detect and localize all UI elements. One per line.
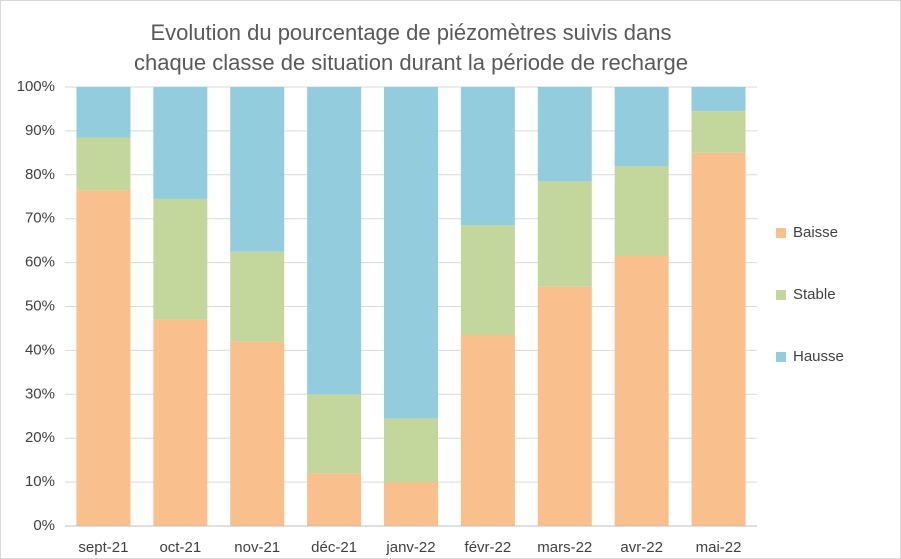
bar-segment	[537, 286, 592, 526]
bar-segment	[384, 418, 438, 483]
x-tick-label: sept-21	[78, 539, 128, 556]
bar-segment	[384, 87, 438, 419]
y-tick-label: 100%	[17, 78, 55, 95]
bar-segment	[537, 87, 592, 182]
legend-swatch	[776, 352, 786, 362]
bar-segment	[230, 341, 285, 526]
x-tick-label: nov-21	[234, 539, 280, 556]
x-tick-label: janv-22	[385, 539, 435, 556]
x-tick-label: mars-22	[537, 539, 592, 556]
legend-label: Baisse	[793, 224, 838, 241]
bar-segment	[230, 87, 285, 252]
y-tick-label: 70%	[25, 210, 55, 227]
bar-segment	[614, 166, 669, 257]
y-tick-label: 10%	[25, 473, 55, 490]
y-tick-label: 0%	[33, 517, 55, 534]
legend-label: Stable	[793, 286, 836, 303]
bar-segment	[76, 190, 131, 527]
y-tick-label: 20%	[25, 429, 55, 446]
legend-label: Hausse	[793, 348, 844, 365]
bar-segment	[307, 394, 362, 474]
bar-segment	[691, 152, 746, 526]
y-tick-label: 50%	[25, 297, 55, 314]
x-tick-label: déc-21	[311, 539, 357, 556]
bar-segment	[691, 111, 746, 153]
bar-segment	[153, 198, 208, 320]
y-tick-label: 60%	[25, 254, 55, 271]
legend-swatch	[776, 228, 786, 238]
bar-segment	[691, 87, 746, 112]
y-tick-label: 90%	[25, 122, 55, 139]
bar-segment	[230, 251, 285, 342]
bar-segment	[76, 137, 131, 191]
x-tick-label: avr-22	[620, 539, 663, 556]
bar-segment	[153, 319, 208, 526]
y-tick-label: 40%	[25, 341, 55, 358]
bar-segment	[153, 87, 208, 199]
bar-segment	[307, 87, 362, 395]
bar-segment	[384, 482, 438, 526]
bar-segment	[307, 473, 362, 526]
bar-segment	[614, 87, 669, 167]
bar-segment	[460, 87, 515, 226]
legend-swatch	[776, 290, 786, 300]
y-tick-label: 30%	[25, 385, 55, 402]
bar-segment	[614, 256, 669, 526]
bar-segment	[76, 87, 131, 138]
bar-segment	[537, 181, 592, 287]
chart-title: Evolution du pourcentage de piézomètres …	[133, 20, 689, 75]
y-tick-label: 80%	[25, 166, 55, 183]
x-tick-label: oct-21	[159, 539, 201, 556]
x-tick-label: mai-22	[696, 539, 742, 556]
bar-segment	[460, 225, 515, 336]
bar-segment	[460, 335, 515, 526]
x-tick-label: févr-22	[465, 539, 512, 556]
